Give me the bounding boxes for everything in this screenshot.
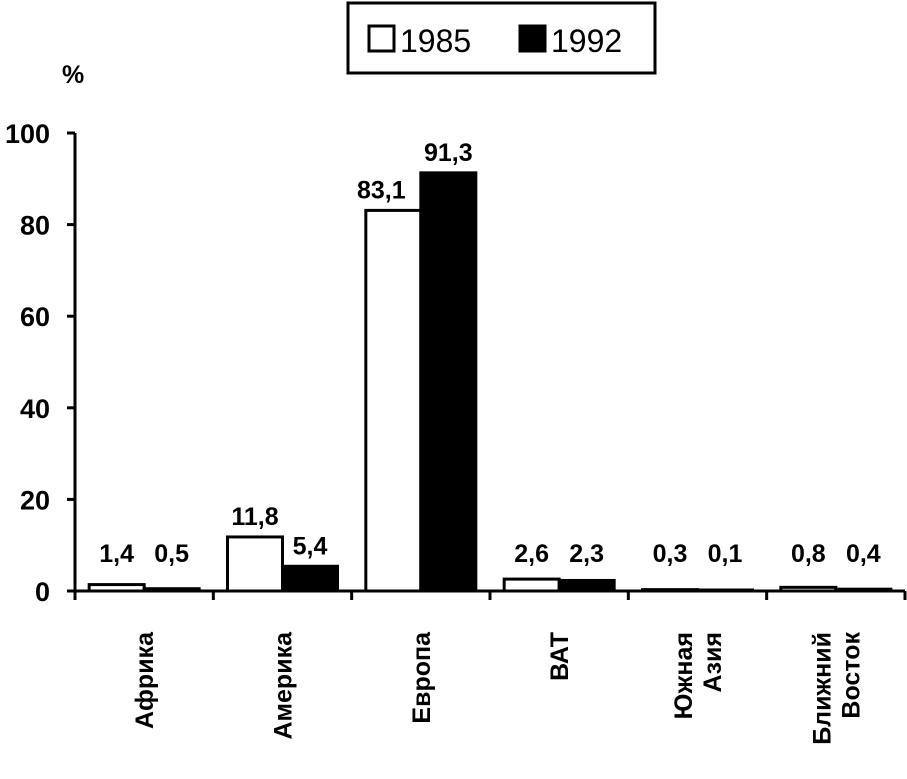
y-tick-label: 0 (35, 577, 50, 607)
data-labels: 1,4 11,8 83,1 2,6 0,3 0,8 0,5 5,4 91,3 2,3 0,1 0,4 (99, 139, 881, 568)
bar-1985-3 (502, 577, 561, 593)
bar-1992-5 (834, 587, 893, 593)
bar-1992-0 (142, 587, 201, 593)
category-label-3: ВАТ (546, 632, 574, 681)
legend: 1985 1992 (346, 1, 657, 75)
category-label-2: Европа (408, 631, 436, 724)
bar-1985-2 (364, 208, 423, 593)
bar-1992-1 (281, 564, 339, 593)
data-label-1992-2: 91,3 (424, 139, 473, 167)
bar-1985-4 (641, 588, 699, 593)
bars (87, 171, 893, 593)
bar-1992-2 (419, 171, 478, 593)
data-label-1985-0: 1,4 (99, 540, 134, 568)
bar-1985-0 (87, 583, 146, 593)
category-labels: Африка Америка Европа ВАТ Южная Азия Ближний Во… (131, 631, 865, 745)
category-label-1: Америка (270, 631, 298, 740)
category-label-4: Азия (699, 632, 727, 692)
legend-swatch-1992 (518, 24, 547, 53)
bar-1985-5 (779, 585, 838, 593)
y-tick-label: 80 (20, 211, 50, 241)
y-tick-label: 100 (5, 119, 50, 149)
y-tick-label: 20 (20, 485, 50, 515)
y-unit-label: % (62, 61, 84, 89)
data-label-1992-0: 0,5 (154, 540, 189, 568)
data-label-1992-1: 5,4 (293, 532, 328, 560)
data-label-1985-4: 0,3 (653, 540, 688, 568)
data-label-1985-5: 0,8 (791, 540, 826, 568)
data-label-1992-3: 2,3 (569, 540, 604, 568)
legend-swatch-1985 (367, 24, 396, 53)
y-tick-label: 60 (20, 302, 50, 332)
bar-1992-4 (696, 588, 754, 593)
data-label-1985-1: 11,8 (231, 503, 278, 531)
bar-1985-1 (226, 535, 284, 593)
data-label-1985-3: 2,6 (514, 540, 549, 568)
data-label-1992-4: 0,1 (708, 540, 743, 568)
data-label-1985-2: 83,1 (357, 176, 406, 204)
legend-box (346, 1, 657, 75)
bar-1992-3 (557, 578, 616, 593)
legend-label-1992: 1992 (551, 23, 622, 59)
category-label-5: Ближний (808, 632, 836, 745)
data-label-1992-5: 0,4 (846, 540, 881, 568)
category-label-0: Африка (131, 631, 159, 729)
y-tick-label: 40 (20, 394, 50, 424)
category-label-4: Южная (670, 632, 698, 719)
axes: 0 20 40 60 80 100 (5, 119, 907, 607)
category-label-5: Восток (837, 632, 865, 719)
legend-label-1985: 1985 (400, 23, 471, 59)
